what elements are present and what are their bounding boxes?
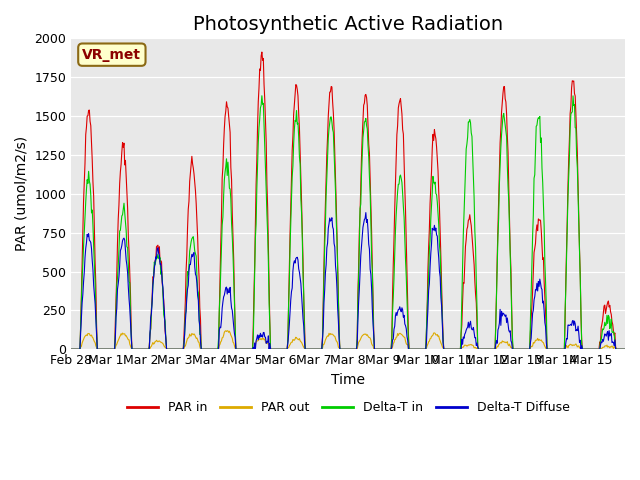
Delta-T Diffuse xyxy=(406,347,413,352)
PAR in xyxy=(406,347,413,352)
Line: Delta-T Diffuse: Delta-T Diffuse xyxy=(71,213,625,349)
Delta-T Diffuse xyxy=(437,295,445,300)
Delta-T Diffuse xyxy=(362,210,370,216)
PAR out xyxy=(284,347,291,352)
PAR in xyxy=(67,347,75,352)
Delta-T in xyxy=(284,347,291,352)
PAR out xyxy=(621,347,629,352)
PAR out xyxy=(262,340,270,346)
Delta-T in xyxy=(437,276,445,281)
PAR in xyxy=(437,255,445,261)
Delta-T Diffuse xyxy=(262,335,269,340)
Delta-T Diffuse xyxy=(621,347,629,352)
Delta-T in xyxy=(132,347,140,352)
PAR out xyxy=(437,340,445,346)
Line: PAR in: PAR in xyxy=(71,52,625,349)
Title: Photosynthetic Active Radiation: Photosynthetic Active Radiation xyxy=(193,15,503,34)
PAR in xyxy=(132,347,140,352)
Legend: PAR in, PAR out, Delta-T in, Delta-T Diffuse: PAR in, PAR out, Delta-T in, Delta-T Dif… xyxy=(122,396,575,419)
Text: VR_met: VR_met xyxy=(83,48,141,61)
PAR out xyxy=(132,347,140,352)
Y-axis label: PAR (umol/m2/s): PAR (umol/m2/s) xyxy=(15,136,29,252)
Delta-T in xyxy=(67,347,75,352)
PAR in xyxy=(621,347,629,352)
Line: Delta-T in: Delta-T in xyxy=(71,96,625,349)
PAR out xyxy=(223,328,231,334)
Delta-T Diffuse xyxy=(234,347,242,352)
Delta-T Diffuse xyxy=(132,347,140,352)
Delta-T in xyxy=(621,347,629,352)
PAR in xyxy=(284,347,291,352)
Delta-T Diffuse xyxy=(283,347,291,352)
PAR out xyxy=(406,347,413,352)
PAR out xyxy=(67,347,75,352)
X-axis label: Time: Time xyxy=(331,372,365,387)
Delta-T in xyxy=(406,347,413,352)
Delta-T in xyxy=(234,347,242,352)
PAR in xyxy=(262,140,270,145)
PAR in xyxy=(234,347,242,352)
PAR out xyxy=(235,347,243,352)
Delta-T Diffuse xyxy=(67,347,75,352)
PAR in xyxy=(258,49,266,55)
Line: PAR out: PAR out xyxy=(71,331,625,349)
Delta-T in xyxy=(262,187,270,193)
Delta-T in xyxy=(258,93,266,99)
